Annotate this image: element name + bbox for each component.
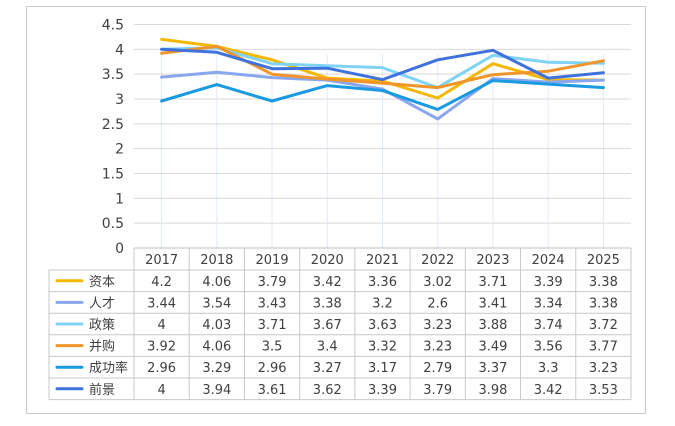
legend-label: 成功率 (89, 360, 128, 376)
table-cell-value: 3.5 (262, 340, 283, 355)
legend-label: 资本 (89, 275, 115, 290)
series-line-并购 (160, 44, 605, 90)
y-tick-label: 3 (115, 92, 124, 108)
table-cell-value: 4.03 (202, 318, 231, 333)
x-category-label: 2017 (145, 253, 178, 268)
y-tick-label: 2.5 (102, 117, 124, 133)
table-cell-value: 3.67 (313, 318, 342, 333)
table-cell-value: 3.36 (368, 275, 397, 290)
table-cell-value: 3.77 (589, 340, 618, 355)
x-category-label: 2019 (256, 253, 289, 268)
table-cell-value: 3.61 (258, 383, 287, 398)
table-cell-value: 4.2 (151, 275, 172, 290)
legend-label: 政策 (89, 317, 115, 333)
legend-label: 人才 (89, 296, 115, 311)
series-line-前景 (160, 47, 605, 82)
table-cell-value: 3.42 (313, 275, 342, 290)
y-tick-label: 0 (115, 241, 124, 257)
table-cell-value: 4 (157, 318, 165, 333)
table-cell-value: 3.4 (317, 340, 338, 355)
x-category-label: 2025 (587, 253, 620, 268)
table-cell-value: 3.38 (589, 275, 618, 290)
table-cell-value: 2.96 (147, 361, 176, 376)
table-cell-value: 3.72 (589, 318, 618, 333)
table-cell-value: 3.37 (478, 361, 507, 376)
table-cell-value: 3.38 (589, 296, 618, 311)
x-category-label: 2023 (476, 253, 509, 268)
table-cell-value: 3.92 (147, 340, 176, 355)
x-category-label: 2022 (421, 253, 454, 268)
table-cell-value: 2.6 (427, 296, 448, 311)
y-tick-label: 2 (115, 142, 124, 158)
table-cell-value: 3.39 (368, 383, 397, 398)
table-cell-value: 3.71 (478, 275, 507, 290)
table-cell-value: 3.44 (147, 296, 176, 311)
x-category-label: 2021 (366, 253, 399, 268)
table-cell-value: 3.62 (313, 383, 342, 398)
series-line-政策 (160, 46, 605, 90)
legend-label: 并购 (89, 339, 115, 355)
table-cell-value: 3.39 (534, 275, 563, 290)
table-cell-value: 4 (157, 383, 165, 398)
table-cell-value: 3.79 (423, 383, 452, 398)
x-category-label: 2020 (311, 253, 344, 268)
table-cell-value: 3.79 (258, 275, 287, 290)
table-cell-value: 3.17 (368, 361, 397, 376)
table-cell-value: 3.2 (372, 296, 393, 311)
y-tick-label: 4 (115, 42, 124, 58)
table-cell-value: 3.23 (589, 361, 618, 376)
y-tick-label: 1 (115, 191, 124, 207)
table-cell-value: 3.88 (478, 318, 507, 333)
table-cell-value: 3.54 (202, 296, 231, 311)
table-cell-value: 3.23 (423, 318, 452, 333)
table-cell-value: 2.79 (423, 361, 452, 376)
y-tick-label: 4.5 (102, 18, 124, 34)
table-cell-value: 3.63 (368, 318, 397, 333)
table-cell-value: 3.53 (589, 383, 618, 398)
y-tick-label: 3.5 (102, 67, 124, 83)
table-cell-value: 3.71 (258, 318, 287, 333)
x-category-label: 2018 (200, 253, 233, 268)
table-cell-value: 3.41 (478, 296, 507, 311)
table-cell-value: 3.94 (202, 383, 231, 398)
table-cell-value: 3.3 (538, 361, 559, 376)
table-cell-value: 4.06 (202, 275, 231, 290)
table-cell-value: 3.98 (478, 383, 507, 398)
table-cell-value: 3.02 (423, 275, 452, 290)
table-cell-value: 3.38 (313, 296, 342, 311)
chart-frame: 0 0.5 1 1.5 2 2.5 3 3.5 4 4.5 2017 2018 2019 2020 2021… (26, 6, 646, 414)
table-cell-value: 4.06 (202, 340, 231, 355)
x-category-label: 2024 (532, 253, 565, 268)
table-cell-value: 3.74 (534, 318, 563, 333)
table-cell-value: 3.49 (478, 340, 507, 355)
table-cell-value: 3.34 (534, 296, 563, 311)
series-line-成功率 (160, 79, 605, 111)
table-cell-value: 3.32 (368, 340, 397, 355)
table-cell-value: 2.96 (258, 361, 287, 376)
table-cell-value: 3.42 (534, 383, 563, 398)
table-cell-value: 3.27 (313, 361, 342, 376)
table-cell-value: 3.43 (258, 296, 287, 311)
y-tick-label: 1.5 (102, 167, 124, 183)
table-cell-value: 3.56 (534, 340, 563, 355)
legend-label: 前景 (89, 382, 115, 398)
y-tick-label: 0.5 (102, 216, 124, 232)
table-cell-value: 3.23 (423, 340, 452, 355)
table-cell-value: 3.29 (202, 361, 231, 376)
